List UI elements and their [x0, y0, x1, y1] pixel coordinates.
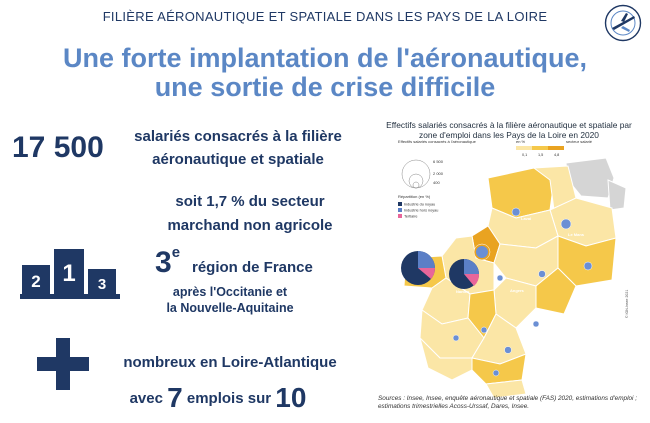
- loire-num-2: 10: [275, 382, 307, 413]
- legend-size-title: Effectifs salariés consacrés à l'aéronau…: [398, 139, 477, 144]
- headline-line-1: Une forte implantation de l'aéronautique…: [63, 43, 587, 73]
- svg-text:Industrie du noyau: Industrie du noyau: [404, 203, 435, 207]
- svg-text:Industrie hors noyau: Industrie hors noyau: [404, 209, 438, 213]
- employees-label-line-1: salariés consacrés à la filière: [134, 128, 342, 145]
- city-label-le-mans: Le Mans: [568, 232, 585, 237]
- legend-pie-title: Répartition (en %): [398, 194, 431, 199]
- rank-number: 3e: [155, 244, 181, 279]
- employees-number: 17 500: [12, 131, 104, 164]
- loire-num-1: 7: [167, 382, 183, 413]
- map-source: Sources : Insee, Insee, enquête aéronaut…: [378, 395, 638, 410]
- legend-share-title: en %: [516, 139, 526, 144]
- podium-label-3: 3: [98, 276, 106, 293]
- podium-label-2: 2: [31, 272, 40, 291]
- rank-line-2: après l'Occitanie et: [172, 285, 288, 299]
- svg-text:Tertiaire: Tertiaire: [404, 215, 418, 219]
- svg-text:0,1: 0,1: [522, 153, 527, 157]
- rank-label: région de France: [192, 259, 313, 276]
- aerospace-logo: [604, 4, 642, 42]
- headline-line-2: une sortie de crise difficile: [154, 72, 496, 102]
- city-label-nantes: Nantes: [456, 289, 470, 294]
- city-label-laval: Laval: [521, 216, 531, 221]
- svg-text:2 000: 2 000: [433, 171, 444, 176]
- svg-text:1,5: 1,5: [538, 153, 543, 157]
- city-label-saint-nazaire: Saint-Nazaire: [396, 286, 422, 291]
- legend-sector-title: secteur salarié: [566, 139, 593, 144]
- employees-label-line-2: aéronautique et spatiale: [152, 151, 324, 168]
- svg-text:4,8: 4,8: [554, 153, 559, 157]
- page-header-title: FILIÈRE AÉRONAUTIQUE ET SPATIALE DANS LE…: [102, 9, 548, 24]
- podium-label-1: 1: [62, 260, 75, 287]
- loire-line-1: nombreux en Loire-Atlantique: [123, 354, 337, 371]
- rank-suffix: e: [171, 244, 181, 261]
- map-title: Effectifs salariés consacrés à la filièr…: [386, 120, 632, 140]
- city-label-angers: Angers: [510, 288, 525, 293]
- employment-map: Effectifs salariés consacrés à l'aéronau…: [396, 139, 629, 399]
- share-line-2: marchand non agricole: [167, 217, 333, 234]
- svg-text:400: 400: [433, 180, 440, 185]
- share-line-1: soit 1,7 % du secteur: [175, 193, 325, 210]
- loire-line-2: avec 7 emplois sur 10: [129, 382, 307, 413]
- rank-line-3: la Nouvelle-Aquitaine: [166, 301, 294, 315]
- plus-icon: [37, 338, 89, 390]
- svg-text:6 500: 6 500: [433, 159, 444, 164]
- podium-icon: 2 1 3: [20, 249, 120, 299]
- map-copyright: © IGN-Insee 2021: [625, 290, 629, 318]
